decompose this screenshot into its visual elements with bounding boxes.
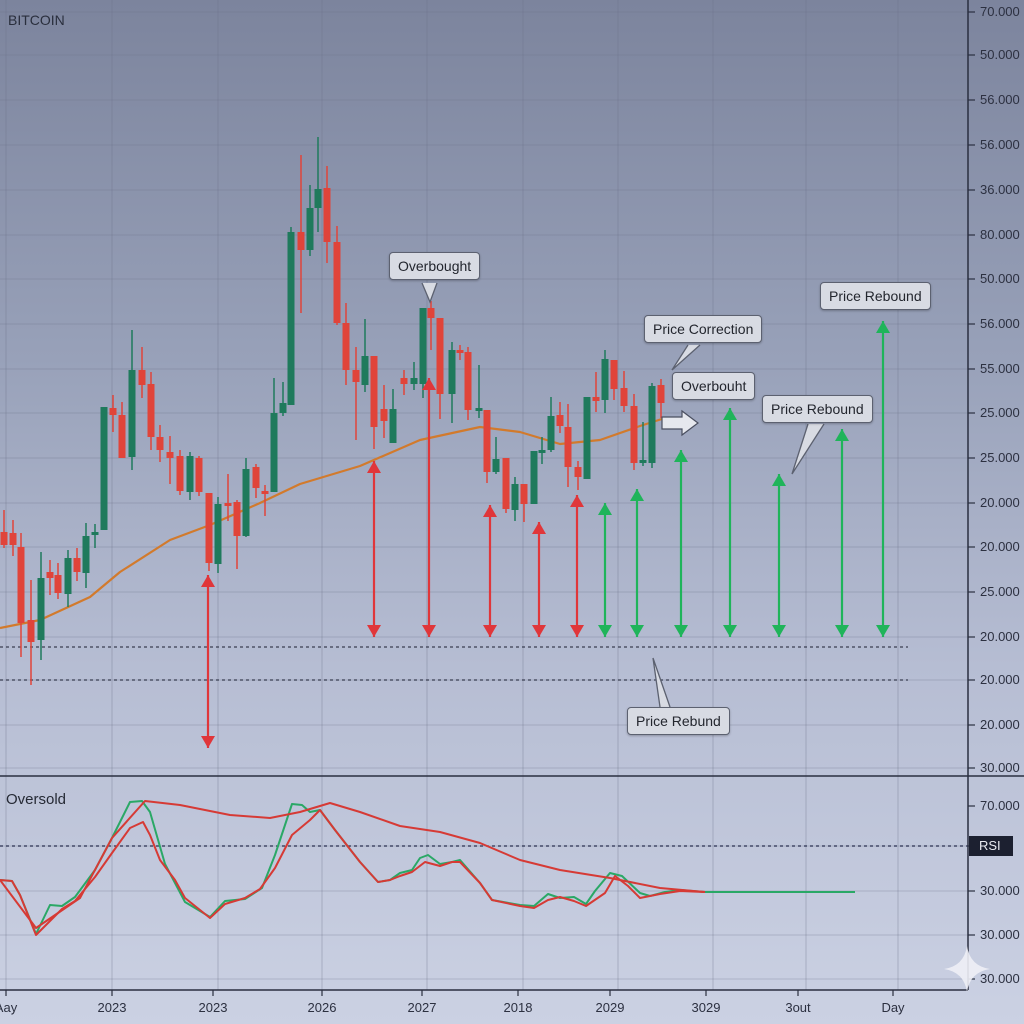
price-tick-label: 30.000: [980, 760, 1020, 775]
price-tick-label: 55.000: [980, 361, 1020, 376]
price-tick-label: 20.000: [980, 539, 1020, 554]
price-tick-label: 25.000: [980, 584, 1020, 599]
signal-arrows: [201, 321, 890, 748]
price-tick-label: 20.000: [980, 495, 1020, 510]
oversold-label: Oversold: [6, 791, 67, 808]
price-tick-label: 20.000: [980, 629, 1020, 644]
axes: [0, 0, 1024, 996]
moving-average-line: [0, 416, 666, 630]
time-tick-label: Day: [881, 1000, 905, 1015]
price-tick-label: 20.000: [980, 717, 1020, 732]
rsi-tick-label: 30.000: [980, 927, 1020, 942]
time-tick-label: Aay: [0, 1000, 18, 1015]
callout-overbouht: Overbouht: [672, 372, 756, 400]
time-tick-label: 2029: [595, 1000, 625, 1015]
price-tick-label: 56.000: [980, 137, 1020, 152]
callout-tails: [421, 282, 825, 708]
price-tick-label: 50.000: [980, 271, 1020, 286]
callout-overbought: Overbought: [389, 252, 481, 280]
time-tick-label: 2018: [503, 1000, 533, 1015]
rsi-badge: RSI: [969, 836, 1013, 856]
price-tick-label: 56.000: [980, 316, 1020, 331]
rsi-tick-label: 30.000: [980, 971, 1020, 986]
price-tick-label: 20.000: [980, 672, 1020, 687]
rsi-tick-label: 30.000: [980, 883, 1020, 898]
time-tick-label: 3029: [691, 1000, 721, 1015]
time-tick-label: 2023: [97, 1000, 127, 1015]
time-tick-label: 2023: [198, 1000, 228, 1015]
time-tick-label: 2026: [307, 1000, 337, 1015]
grid-lines: [0, 0, 968, 990]
callout-price-correction: Price Correction: [644, 315, 763, 343]
rsi-lines: [0, 800, 968, 936]
price-tick-label: 36.000: [980, 182, 1020, 197]
candlesticks: [0, 137, 665, 685]
price-tick-label: 80.000: [980, 227, 1020, 242]
callout-price-rebund: Price Rebund: [627, 707, 730, 735]
support-lines: [0, 646, 908, 681]
time-tick-label: 2027: [407, 1000, 437, 1015]
symbol-title: BITCOIN: [8, 12, 65, 28]
price-tick-label: 70.000: [980, 4, 1020, 19]
price-tick-label: 25.000: [980, 405, 1020, 420]
price-tick-label: 50.000: [980, 47, 1020, 62]
callout-price-rebound-2: Price Rebound: [820, 282, 931, 310]
callout-price-rebound-1: Price Rebound: [762, 395, 873, 423]
price-tick-label: 25.000: [980, 450, 1020, 465]
time-tick-label: 3out: [785, 1000, 811, 1015]
rsi-tick-label: 70.000: [980, 798, 1020, 813]
sparkle-icon: [944, 946, 990, 992]
price-tick-label: 56.000: [980, 92, 1020, 107]
